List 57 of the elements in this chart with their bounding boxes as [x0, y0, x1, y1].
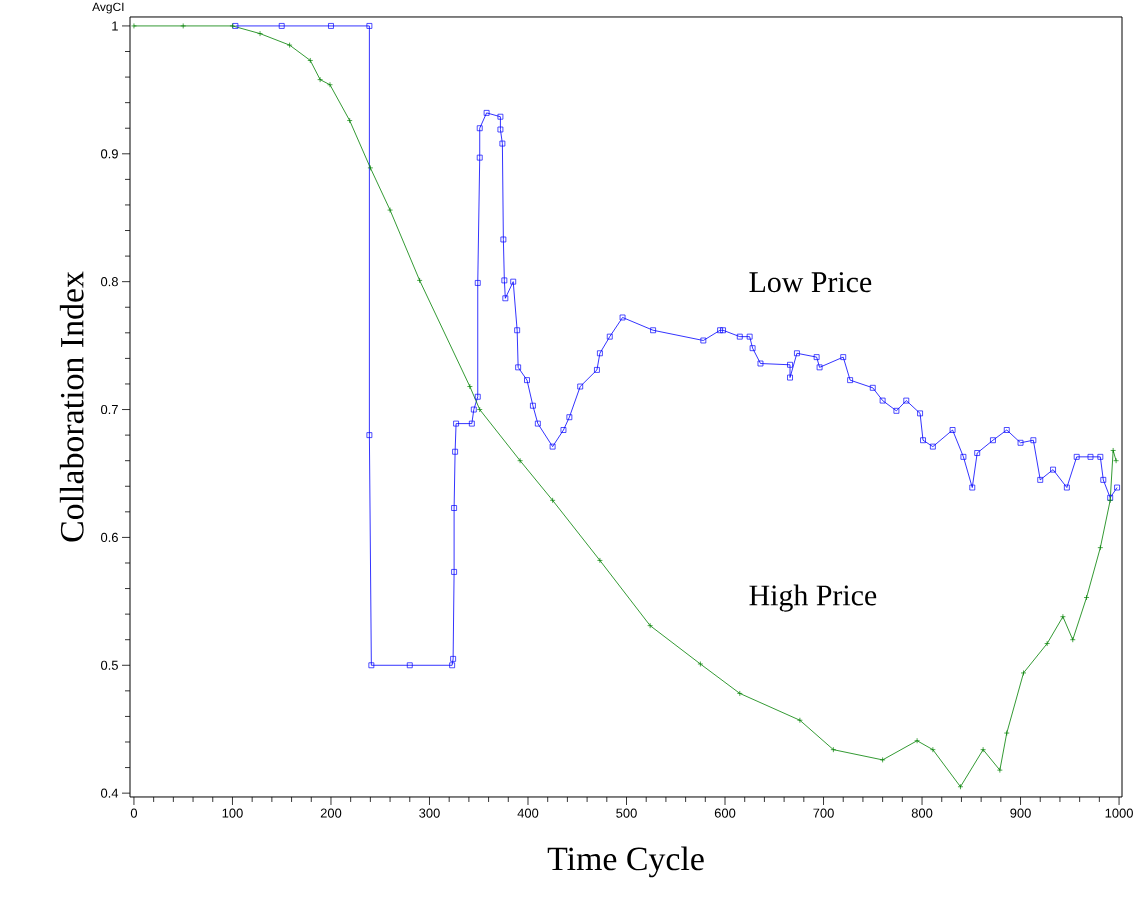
point [307, 57, 314, 64]
x-axis-title: Time Cycle [547, 846, 704, 878]
point [697, 661, 704, 667]
point [367, 165, 374, 171]
x-tick-label: 200 [320, 808, 342, 818]
text: AvgCI [92, 2, 124, 14]
y-axis-title: Collaboration Index [59, 271, 84, 542]
point [180, 23, 187, 29]
point [517, 457, 523, 464]
point [387, 207, 393, 213]
point [1003, 730, 1010, 736]
point [1044, 640, 1050, 647]
y-tick-label: 0.6 [100, 532, 118, 542]
x-tick-label: 900 [1010, 808, 1031, 818]
point [830, 746, 837, 753]
point [549, 497, 556, 504]
x-tick-label: 600 [714, 808, 736, 818]
point [879, 757, 886, 763]
x-tick-label: 1000 [1105, 808, 1133, 818]
x-tick-label: 400 [517, 808, 539, 818]
text: High Price [749, 584, 877, 612]
point [736, 690, 743, 697]
y-tick-label: 0.8 [100, 277, 118, 287]
x-tick-label: 300 [419, 808, 440, 818]
point [327, 81, 333, 88]
y-tick-label: 0.5 [100, 660, 118, 670]
point [647, 622, 653, 629]
point [914, 737, 920, 744]
point [1110, 447, 1116, 454]
point [286, 42, 293, 48]
y-tick-label: 0.7 [100, 404, 118, 415]
x-tick-label: 100 [222, 808, 243, 818]
point [797, 717, 803, 724]
point [416, 277, 423, 284]
point [257, 30, 263, 37]
point [467, 383, 473, 390]
x-tick-label: 0 [130, 808, 138, 818]
x-tick-label: 500 [616, 808, 637, 818]
point [1060, 613, 1066, 620]
x-tick-label: 800 [911, 808, 933, 818]
y-tick-label: 1 [112, 21, 118, 31]
point [1069, 636, 1076, 643]
point [1083, 594, 1090, 601]
point [1097, 544, 1104, 551]
point [997, 767, 1003, 773]
point [1020, 670, 1027, 676]
y-tick-label: 0.9 [100, 149, 118, 159]
point [317, 76, 323, 83]
point [346, 117, 353, 124]
y-tick-label: 0.4 [100, 788, 119, 798]
x-tick-label: 700 [813, 808, 834, 818]
point [476, 406, 483, 413]
point [980, 746, 986, 753]
point [957, 783, 964, 790]
point [930, 746, 936, 753]
series-label: Low Price [749, 272, 872, 293]
point [597, 557, 603, 564]
